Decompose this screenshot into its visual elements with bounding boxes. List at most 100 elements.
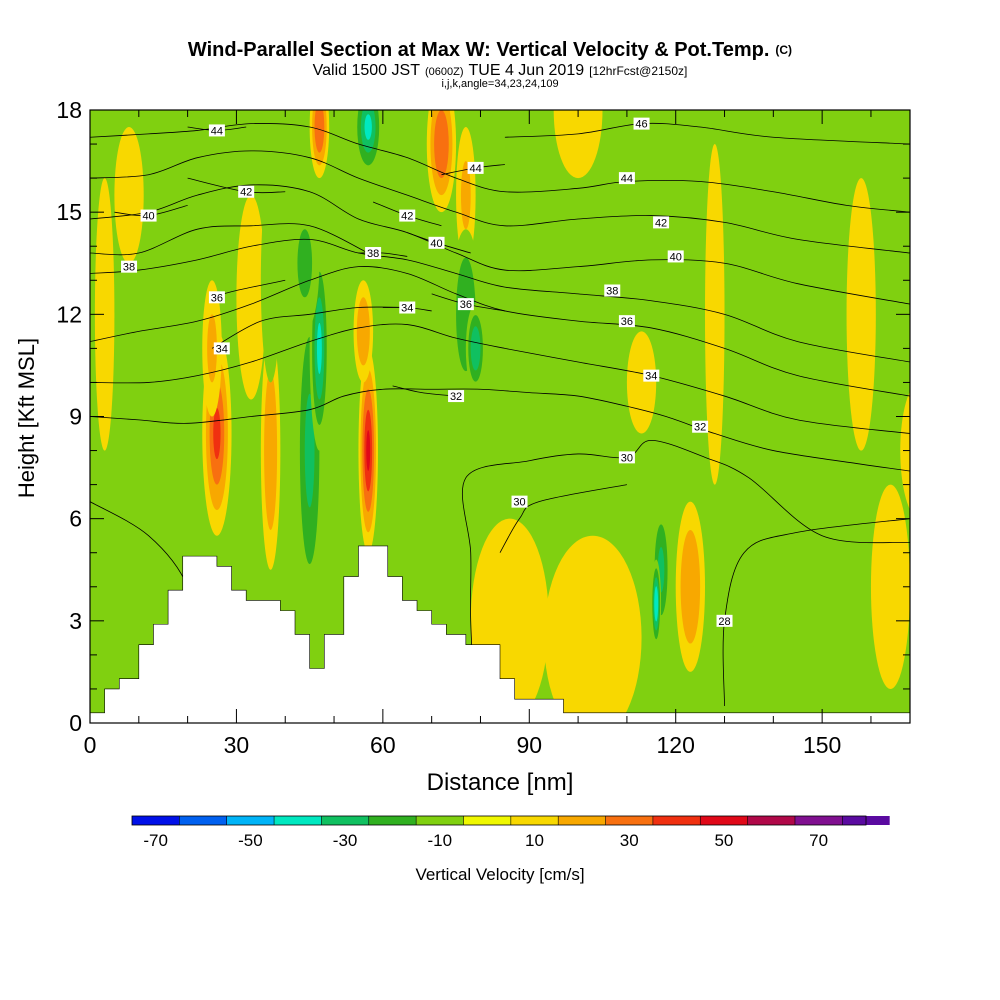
w-band	[543, 535, 642, 723]
w-cell	[558, 365, 598, 468]
chart-title: Wind-Parallel Section at Max W: Vertical…	[188, 39, 792, 61]
theta-label-bg	[618, 172, 635, 185]
w-cell	[543, 535, 642, 723]
y-tick-label: 12	[56, 301, 82, 327]
plot-area: 30 30 28 32 32 34 34 34 36 36 36 38 38 38 40 40 40 42 42 42…	[89, 109, 911, 724]
w-cell	[426, 110, 457, 213]
w-band	[316, 114, 322, 140]
colorbar-tick-label: -50	[238, 831, 263, 850]
theta-label-text: 34	[645, 371, 657, 383]
theta-contour-38	[90, 223, 369, 256]
theta-label: 34	[399, 301, 416, 315]
theta-label-text: 44	[621, 173, 633, 185]
theta-label-bg	[428, 236, 445, 249]
w-cell	[353, 280, 374, 383]
theta-label-text: 34	[401, 303, 413, 315]
colorbar-swatch	[226, 816, 275, 825]
w-band	[175, 195, 200, 366]
colorbar-tick-label: 70	[809, 831, 828, 850]
w-cell	[260, 178, 281, 383]
theta-label-bg	[365, 247, 382, 260]
w-band	[558, 365, 598, 468]
theta-label-text: 42	[401, 211, 413, 223]
w-cell	[260, 331, 281, 570]
x-tick-label: 0	[84, 732, 97, 758]
w-cell	[705, 144, 725, 485]
colorbar-swatch	[321, 816, 369, 825]
colorbar-swatch	[794, 816, 843, 825]
theta-label: 36	[208, 291, 225, 304]
theta-label-bg	[238, 185, 255, 198]
theta-label-text: 28	[718, 616, 730, 628]
w-cell	[163, 110, 213, 451]
contour-labels: 30 30 28 32 32 34 34 34 36 36 36 38 38 38 40 40 40 42 42 42…	[121, 117, 733, 628]
w-cell	[309, 110, 330, 179]
w-band	[377, 195, 388, 264]
theta-label: 28	[716, 614, 733, 628]
colorbar-tick-label: 10	[525, 831, 544, 850]
theta-label-text: 46	[635, 119, 647, 131]
theta-label: 38	[121, 260, 138, 274]
w-band	[265, 229, 276, 332]
w-band	[437, 127, 446, 162]
x-axis-label: Distance [nm]	[427, 769, 574, 796]
theta-label-text: 36	[460, 299, 472, 311]
theta-label: 38	[365, 247, 382, 260]
y-tick-label: 3	[69, 608, 82, 634]
w-cell	[290, 195, 320, 332]
w-cell	[675, 501, 705, 672]
theta-label-bg	[653, 216, 670, 229]
w-cell	[587, 178, 637, 315]
w-band	[685, 558, 696, 616]
ijk-label: i,j,k,angle=34,23,24,109	[441, 78, 558, 90]
theta-contour-42	[90, 150, 910, 254]
w-cell	[373, 161, 393, 298]
w-band	[297, 229, 313, 298]
w-band	[304, 393, 315, 508]
theta-label-bg	[121, 260, 138, 273]
theta-label: 34	[643, 369, 660, 383]
w-band	[267, 410, 274, 491]
w-band	[366, 430, 371, 471]
theta-contour-40	[90, 184, 910, 305]
theta-label: 32	[448, 390, 465, 403]
theta-label-bg	[467, 161, 484, 174]
w-cell	[465, 304, 486, 393]
theta-label: 44	[208, 124, 225, 137]
theta-label-bg	[448, 390, 465, 403]
w-cell	[353, 110, 383, 179]
theta-label-text: 36	[211, 292, 223, 304]
theta-label-text: 38	[367, 248, 379, 260]
theta-label-bg	[399, 209, 416, 222]
theta-label-text: 44	[211, 125, 223, 137]
colorbar-swatch	[652, 816, 701, 825]
colorbar-swatch	[463, 816, 511, 825]
theta-label-bg	[618, 315, 635, 328]
theta-label-text: 42	[655, 217, 667, 229]
w-cell	[114, 127, 144, 264]
colorbar-frame	[131, 815, 867, 826]
terrain	[90, 545, 910, 723]
colorbar-swatch	[416, 816, 464, 825]
colorbar-swatch	[700, 816, 748, 825]
x-tick-label: 90	[516, 732, 542, 758]
colorbar: -70 -50 -30 -10 10 30 50 70	[131, 815, 890, 850]
colorbar-swatch	[274, 816, 322, 825]
theta-label-bg	[716, 614, 733, 627]
w-band	[600, 212, 625, 281]
colorbar-swatch	[132, 816, 180, 825]
theta-label: 34	[213, 342, 230, 355]
colorbar-swatch	[510, 816, 559, 825]
theta-label-bg	[213, 342, 230, 355]
x-axis: 0 30 60 90 120 150	[84, 110, 872, 758]
w-cell	[651, 559, 662, 649]
x-tick-label: 150	[803, 732, 841, 758]
theta-label-bg	[140, 209, 157, 222]
theta-label-text: 30	[513, 497, 525, 509]
theta-contour-38	[358, 252, 408, 257]
w-band	[655, 594, 658, 613]
w-cell	[870, 484, 910, 689]
colorbar-swatch	[747, 816, 795, 825]
